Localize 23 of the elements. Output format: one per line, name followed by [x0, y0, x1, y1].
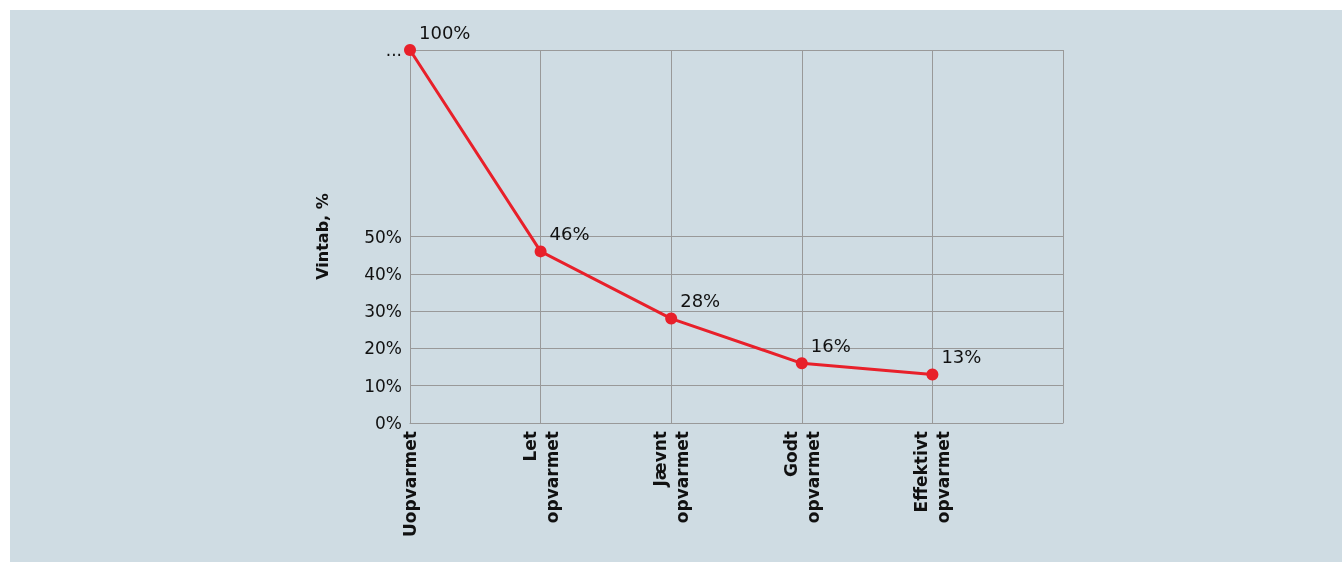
y-axis-title: Vintab, %: [312, 193, 332, 280]
point: [665, 312, 678, 325]
data-label: 13%: [941, 346, 982, 368]
point: [404, 44, 416, 56]
point: [534, 245, 547, 258]
y-tick-label: 10%: [364, 375, 402, 396]
data-label: 28%: [680, 290, 721, 312]
y-tick-label: ...: [385, 40, 402, 60]
data-label: 46%: [549, 222, 590, 244]
y-tick-label: 40%: [364, 263, 402, 284]
y-tick-label: 0%: [375, 413, 402, 433]
x-tick-label: Uopvarmet: [400, 431, 420, 537]
x-tick-label: Jævnt opvarmet: [650, 431, 693, 524]
y-tick-label: 30%: [364, 301, 402, 322]
x-tick-label: Godt opvarmet: [780, 431, 823, 524]
data-label: 16%: [810, 334, 851, 356]
data-label: 100%: [419, 21, 471, 43]
y-tick-label: 20%: [364, 338, 402, 359]
x-tick-label: Effektivt opvarmet: [911, 431, 954, 524]
point: [926, 368, 939, 381]
y-tick-label: 50%: [364, 226, 402, 247]
point: [795, 357, 808, 370]
x-tick-label: Let opvarmet: [519, 431, 562, 524]
